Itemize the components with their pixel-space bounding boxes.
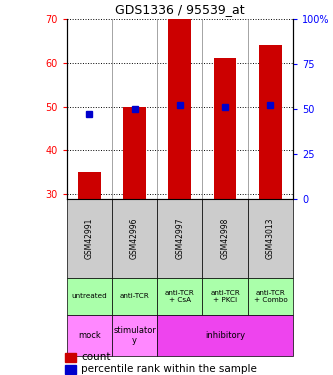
Text: untreated: untreated — [71, 293, 107, 299]
Bar — [248, 278, 293, 315]
Text: stimulator
y: stimulator y — [113, 326, 156, 345]
Bar — [67, 315, 112, 356]
Text: GSM42998: GSM42998 — [220, 217, 230, 259]
Text: anti-TCR: anti-TCR — [120, 293, 150, 299]
Bar — [65, 353, 76, 362]
Bar — [78, 172, 101, 199]
Bar — [67, 199, 112, 278]
Text: anti-TCR
+ PKCi: anti-TCR + PKCi — [210, 290, 240, 303]
Bar — [67, 278, 112, 315]
Text: anti-TCR
+ CsA: anti-TCR + CsA — [165, 290, 195, 303]
Text: anti-TCR
+ Combo: anti-TCR + Combo — [253, 290, 287, 303]
Bar — [214, 58, 236, 199]
Text: GSM42997: GSM42997 — [175, 217, 184, 259]
Text: mock: mock — [78, 331, 101, 340]
Bar — [202, 199, 248, 278]
Text: GSM42996: GSM42996 — [130, 217, 139, 259]
Bar — [168, 19, 191, 199]
Bar — [65, 365, 76, 374]
Text: GSM43013: GSM43013 — [266, 217, 275, 259]
Text: count: count — [81, 352, 111, 362]
Bar — [112, 199, 157, 278]
Bar — [259, 45, 282, 199]
Bar — [157, 278, 202, 315]
Text: GSM42991: GSM42991 — [85, 217, 94, 259]
Bar — [248, 199, 293, 278]
Bar — [112, 278, 157, 315]
Bar — [123, 106, 146, 199]
Bar — [202, 278, 248, 315]
Text: percentile rank within the sample: percentile rank within the sample — [81, 364, 257, 374]
Bar — [157, 199, 202, 278]
Text: inhibitory: inhibitory — [205, 331, 245, 340]
Title: GDS1336 / 95539_at: GDS1336 / 95539_at — [115, 3, 245, 16]
Bar — [157, 315, 293, 356]
Bar — [112, 315, 157, 356]
